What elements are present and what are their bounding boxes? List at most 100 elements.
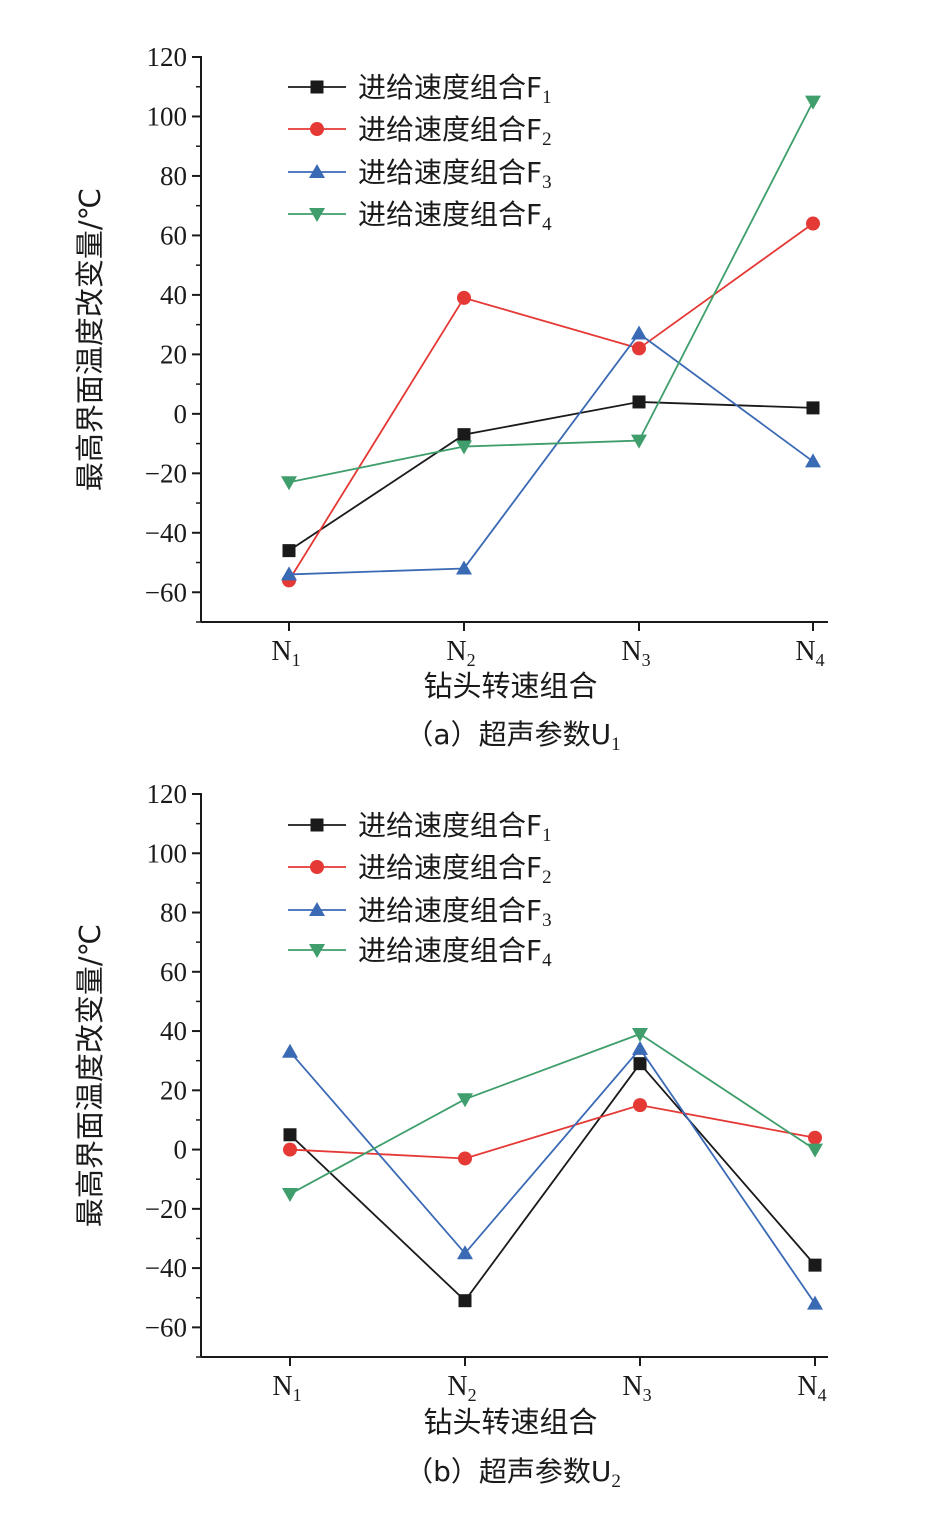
- data-point: [456, 560, 472, 575]
- legend-item: 进给速度组合F2: [288, 113, 552, 150]
- legend-item: 进给速度组合F4: [288, 934, 552, 971]
- data-point: [458, 1151, 472, 1166]
- legend-label-text: 进给速度组合F: [358, 113, 542, 146]
- legend-label-subscript: 3: [542, 910, 552, 931]
- y-tick-label: 40: [160, 1016, 187, 1046]
- data-point: [282, 544, 296, 558]
- series-2: [283, 1098, 822, 1166]
- figure-caption: （a）超声参数U1: [405, 718, 620, 755]
- data-point: [282, 1188, 298, 1203]
- legend-label: 进给速度组合F1: [358, 71, 552, 108]
- legend-item: 进给速度组合F1: [288, 71, 552, 108]
- data-point: [283, 1128, 297, 1142]
- data-point: [807, 1295, 823, 1310]
- legend-marker: [310, 818, 324, 832]
- data-point: [457, 290, 471, 305]
- x-tick-label-text: N: [797, 1371, 817, 1402]
- data-point: [807, 1143, 823, 1158]
- legend-label-subscript: 1: [542, 825, 552, 846]
- legend-marker: [309, 208, 325, 222]
- series-3: [281, 325, 821, 581]
- data-point: [458, 1294, 472, 1308]
- x-tick-label-subscript: 1: [292, 650, 301, 670]
- y-tick-label: −20: [145, 458, 187, 488]
- x-tick-label-text: N: [446, 636, 466, 667]
- x-tick-label-subscript: 2: [467, 650, 476, 670]
- y-tick-label: 60: [160, 957, 187, 987]
- legend-label-subscript: 2: [542, 129, 552, 150]
- y-tick-label: −60: [145, 577, 187, 607]
- series-4: [281, 95, 821, 491]
- x-tick-label-text: N: [795, 636, 815, 667]
- y-tick-label: 100: [147, 101, 188, 131]
- y-tick-label: −40: [145, 1253, 187, 1283]
- x-tick-label: N3: [622, 1371, 651, 1405]
- legend-label-subscript: 4: [542, 214, 552, 235]
- data-point: [632, 395, 646, 409]
- x-tick-label: N1: [272, 1371, 301, 1405]
- data-point: [281, 476, 297, 491]
- x-tick-label: N4: [797, 1371, 826, 1405]
- y-tick-label: −40: [145, 518, 187, 548]
- legend-label-text: 进给速度组合F: [358, 894, 542, 927]
- legend-label-subscript: 1: [542, 87, 552, 108]
- legend-marker: [309, 944, 325, 958]
- x-tick-label-subscript: 3: [643, 1385, 652, 1405]
- data-point: [457, 1245, 473, 1260]
- data-point: [632, 1040, 648, 1055]
- series-line: [288, 332, 814, 576]
- y-tick-label: 60: [160, 220, 187, 250]
- legend-label-text: 进给速度组合F: [358, 71, 542, 104]
- y-tick-label: 40: [160, 280, 187, 310]
- figure-caption-text: （a）超声参数U: [405, 718, 611, 751]
- legend-marker: [309, 902, 325, 916]
- legend-label: 进给速度组合F2: [358, 851, 552, 888]
- legend-label-subscript: 3: [542, 172, 552, 193]
- legend-label: 进给速度组合F3: [358, 156, 552, 193]
- y-tick-label: 20: [160, 1075, 187, 1105]
- x-tick-label: N1: [271, 636, 300, 670]
- figure-caption-subscript: 1: [611, 734, 621, 755]
- y-tick-label: 120: [147, 42, 188, 72]
- series-line: [289, 1104, 816, 1160]
- legend-item: 进给速度组合F3: [288, 894, 552, 931]
- y-tick-label: 80: [160, 161, 187, 191]
- legend-marker: [310, 122, 324, 136]
- series-1: [283, 1057, 822, 1308]
- legend-label: 进给速度组合F1: [358, 809, 552, 846]
- legend-label-text: 进给速度组合F: [358, 851, 542, 884]
- legend-label: 进给速度组合F2: [358, 113, 552, 150]
- x-tick-label-subscript: 2: [468, 1385, 477, 1405]
- y-tick-label: −60: [145, 1312, 187, 1342]
- legend-label: 进给速度组合F4: [358, 198, 552, 235]
- data-point: [808, 1258, 822, 1272]
- legend-label: 进给速度组合F3: [358, 894, 552, 931]
- data-point: [631, 325, 647, 340]
- data-point: [808, 1130, 822, 1145]
- legend-label-text: 进给速度组合F: [358, 934, 542, 967]
- x-tick-label-subscript: 1: [293, 1385, 302, 1405]
- series-1: [282, 395, 820, 558]
- x-tick-label-subscript: 3: [642, 650, 651, 670]
- legend-label-subscript: 2: [542, 867, 552, 888]
- x-tick-label-text: N: [271, 636, 291, 667]
- data-point: [805, 453, 821, 468]
- x-tick-label-text: N: [621, 636, 641, 667]
- y-tick-label: −20: [145, 1194, 187, 1224]
- x-axis-label: 钻头转速组合: [423, 1405, 597, 1439]
- x-tick-label-text: N: [622, 1371, 642, 1402]
- series-line: [289, 1062, 816, 1303]
- data-point: [633, 1057, 647, 1071]
- legend-label-subscript: 4: [542, 950, 552, 971]
- series-line: [288, 101, 814, 484]
- data-point: [631, 434, 647, 449]
- legend-item: 进给速度组合F4: [288, 198, 552, 235]
- data-point: [457, 428, 471, 442]
- figure-caption-text: （b）超声参数U: [405, 1455, 611, 1488]
- data-point: [632, 1028, 648, 1043]
- x-tick-label-subscript: 4: [818, 1385, 827, 1405]
- series-line: [289, 1047, 816, 1305]
- y-axis-label: 最高界面温度改变量/℃: [73, 924, 107, 1227]
- legend-marker: [310, 860, 324, 874]
